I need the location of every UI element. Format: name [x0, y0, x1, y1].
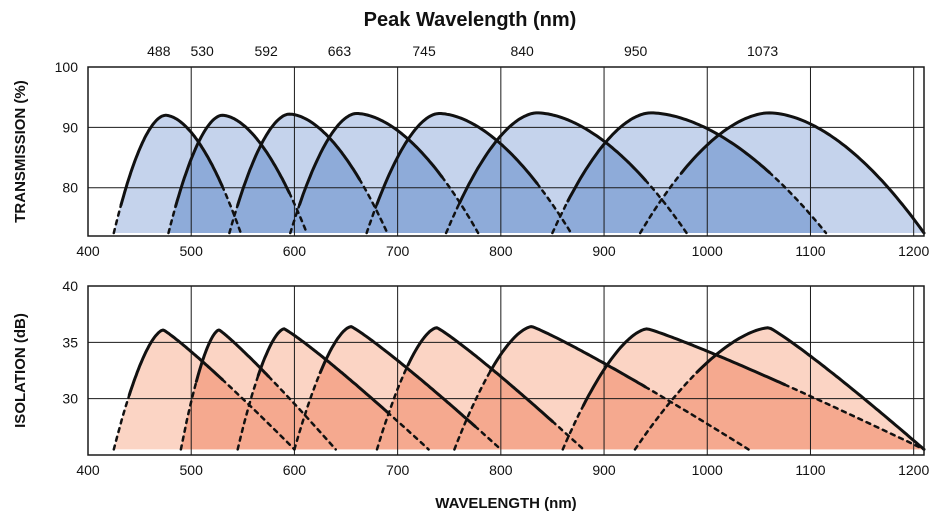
fill-layer — [113, 326, 924, 450]
isolation-curve-4-dash-left — [293, 371, 322, 451]
peak-label-530: 530 — [190, 43, 214, 59]
isolation-curve-3-dash-left — [236, 374, 260, 451]
transmission-curve-8 — [680, 111, 926, 235]
isolation-curve-1-dash-left — [112, 393, 131, 451]
peak-label-745: 745 — [412, 43, 436, 59]
transmission-curve-6-dash-left — [444, 201, 461, 235]
isolation-x-ticks: 400 500 600 700 800 900 1000 1100 1200 — [76, 462, 929, 478]
transmission-x-tick-1200: 1200 — [898, 243, 929, 259]
transmission-frame — [87, 66, 925, 237]
transmission-curve-7 — [566, 111, 771, 203]
transmission-curves — [112, 111, 926, 235]
isolation-curve-3 — [256, 327, 389, 414]
transmission-y-label: TRANSMISSION (%) — [12, 80, 29, 223]
isolation-x-tick-1100: 1100 — [795, 462, 825, 478]
transmission-x-ticks: 400 500 600 700 800 900 1000 1100 1200 — [76, 243, 929, 259]
transmission-curve-5-dash-left — [365, 202, 379, 235]
isolation-curve-6-dash-right — [644, 385, 750, 451]
transmission-x-tick-700: 700 — [386, 243, 410, 259]
isolation-curve-5-dash-right — [551, 420, 585, 451]
transmission-x-tick-900: 900 — [592, 243, 616, 259]
peak-label-592: 592 — [254, 43, 278, 59]
isolation-curve-3-dash-right — [386, 410, 430, 451]
peak-label-663: 663 — [328, 43, 352, 59]
transmission-curve-8-dash-left — [638, 171, 683, 235]
isolation-x-tick-1000: 1000 — [692, 462, 723, 478]
transmission-curve-4-dash-left — [289, 203, 301, 235]
transmission-overlap-5 — [446, 141, 572, 233]
transmission-overlap-2 — [229, 145, 307, 233]
isolation-curve-7-dash-right — [783, 383, 926, 451]
transmission-curve-7-dash-right — [767, 171, 828, 235]
isolation-y-tick-40: 40 — [62, 278, 78, 294]
isolation-curve-6 — [489, 325, 647, 389]
transmission-curve-5-dash-right — [535, 182, 573, 235]
isolation-curve-4 — [318, 325, 477, 428]
isolation-x-tick-1200: 1200 — [898, 462, 929, 478]
transmission-x-tick-1000: 1000 — [692, 243, 723, 259]
transmission-x-tick-1100: 1100 — [795, 243, 825, 259]
isolation-curve-4-dash-right — [473, 425, 503, 451]
isolation-x-tick-800: 800 — [489, 462, 513, 478]
peak-label-950: 950 — [624, 43, 648, 59]
transmission-overlap-3 — [290, 137, 388, 233]
transmission-curve-5 — [375, 112, 539, 206]
transmission-curve-6-dash-right — [644, 178, 688, 235]
transmission-curve-3-dash-left — [228, 203, 239, 235]
isolation-y-tick-35: 35 — [62, 334, 78, 350]
peak-label-488: 488 — [147, 43, 171, 59]
isolation-curve-1-dash-right — [220, 378, 296, 451]
isolation-x-tick-900: 900 — [592, 462, 616, 478]
transmission-curve-7-dash-left — [551, 199, 570, 235]
transmission-x-tick-600: 600 — [283, 243, 307, 259]
transmission-y-tick-100: 100 — [55, 59, 79, 75]
isolation-curve-8 — [695, 326, 926, 451]
transmission-curve-1-dash-left — [112, 203, 123, 235]
peak-label-840: 840 — [510, 43, 534, 59]
isolation-curve-2 — [194, 328, 271, 383]
isolation-curves — [112, 325, 926, 451]
isolation-curve-5 — [406, 326, 554, 423]
isolation-curve-2-dash-right — [267, 375, 337, 451]
transmission-curve-3 — [236, 112, 361, 207]
isolation-curve-6-dash-left — [453, 369, 492, 451]
transmission-y-tick-90: 90 — [62, 119, 78, 135]
isolation-y-tick-30: 30 — [62, 391, 78, 407]
isolation-panel: 400 500 600 700 800 900 1000 1100 1200 30 35 40 ISOL… — [12, 278, 929, 512]
isolation-curve-7-dash-left — [561, 404, 585, 451]
transmission-curve-4 — [298, 112, 444, 206]
isolation-curve-7 — [581, 327, 787, 407]
transmission-curve-6 — [458, 111, 647, 205]
transmission-curve-2 — [174, 113, 291, 208]
isolation-x-tick-700: 700 — [386, 462, 410, 478]
isolation-curve-5-dash-left — [375, 363, 410, 451]
transmission-y-ticks: 80 90 100 — [55, 59, 79, 196]
transmission-curve-2-dash-left — [167, 204, 177, 235]
transmission-curve-1 — [119, 113, 224, 207]
isolation-y-ticks: 30 35 40 — [62, 278, 78, 407]
isolation-x-label: WAVELENGTH (nm) — [435, 495, 576, 512]
isolation-x-tick-400: 400 — [76, 462, 100, 478]
chart-title: Peak Wavelength (nm) — [364, 9, 577, 31]
transmission-y-tick-80: 80 — [62, 180, 78, 196]
isolation-y-label: ISOLATION (dB) — [12, 313, 29, 428]
isolation-curve-8-dash-left — [633, 371, 699, 451]
transmission-curve-3-dash-right — [358, 177, 389, 235]
peak-labels: 488 530 592 663 745 840 950 1073 — [147, 43, 778, 59]
isolation-overlap-5 — [454, 370, 584, 450]
transmission-panel: 400 500 600 700 800 900 1000 1100 1200 80 90 100 TRA… — [12, 43, 929, 259]
transmission-x-tick-800: 800 — [489, 243, 513, 259]
transmission-x-tick-500: 500 — [180, 243, 204, 259]
transmission-overlap-7 — [640, 135, 826, 233]
isolation-frame — [87, 285, 925, 456]
transmission-x-tick-400: 400 — [76, 243, 100, 259]
peak-label-1073: 1073 — [747, 43, 778, 59]
isolation-x-tick-600: 600 — [283, 462, 307, 478]
isolation-x-tick-500: 500 — [180, 462, 204, 478]
fill-layer — [113, 112, 924, 233]
isolation-curve-2-dash-left — [179, 380, 198, 451]
isolation-curve-1 — [127, 328, 224, 397]
